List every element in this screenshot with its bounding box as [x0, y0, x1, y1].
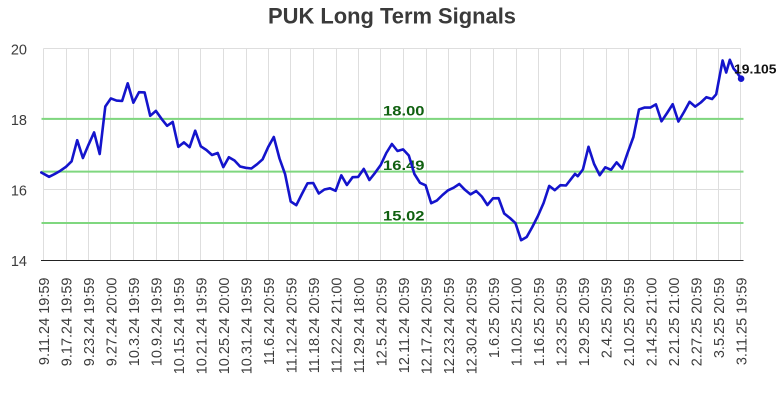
svg-text:10.21.24 19:59: 10.21.24 19:59 — [194, 278, 210, 375]
svg-text:2.4.25 20:59: 2.4.25 20:59 — [599, 278, 615, 359]
svg-text:9.17.24 19:59: 9.17.24 19:59 — [59, 278, 75, 367]
svg-text:12.30.24 20:59: 12.30.24 20:59 — [464, 278, 480, 375]
svg-text:9.27.24 20:00: 9.27.24 20:00 — [104, 278, 120, 367]
svg-text:2.27.25 20:59: 2.27.25 20:59 — [689, 278, 705, 367]
svg-text:10.25.24 20:00: 10.25.24 20:00 — [217, 278, 233, 375]
svg-text:12.23.24 20:59: 12.23.24 20:59 — [442, 278, 458, 375]
svg-text:15.02: 15.02 — [383, 208, 425, 223]
svg-text:18: 18 — [11, 113, 27, 129]
svg-text:10.9.24 19:59: 10.9.24 19:59 — [149, 278, 165, 367]
svg-text:1.23.25 20:59: 1.23.25 20:59 — [554, 278, 570, 367]
svg-text:14: 14 — [11, 254, 27, 270]
svg-text:2.21.25 21:00: 2.21.25 21:00 — [667, 278, 683, 367]
svg-text:10.15.24 19:59: 10.15.24 19:59 — [172, 278, 188, 375]
svg-text:11.29.24 18:00: 11.29.24 18:00 — [352, 278, 368, 374]
svg-text:20: 20 — [11, 43, 27, 59]
svg-text:16: 16 — [11, 184, 27, 200]
svg-text:10.31.24 19:59: 10.31.24 19:59 — [239, 278, 255, 375]
svg-text:9.11.24 19:59: 9.11.24 19:59 — [37, 278, 53, 366]
svg-text:2.10.25 20:59: 2.10.25 20:59 — [622, 278, 638, 367]
svg-text:1.6.25 20:59: 1.6.25 20:59 — [487, 278, 503, 359]
svg-text:PUK Long Term Signals: PUK Long Term Signals — [268, 4, 516, 29]
svg-text:12.17.24 20:59: 12.17.24 20:59 — [419, 278, 435, 375]
svg-text:19.105: 19.105 — [734, 63, 777, 77]
svg-text:10.3.24 19:59: 10.3.24 19:59 — [127, 278, 143, 367]
svg-text:11.6.24 20:59: 11.6.24 20:59 — [262, 278, 278, 366]
svg-text:18.00: 18.00 — [383, 104, 425, 119]
svg-text:1.10.25 21:00: 1.10.25 21:00 — [509, 278, 525, 367]
svg-text:11.22.24 21:00: 11.22.24 21:00 — [329, 278, 345, 374]
svg-text:12.11.24 20:59: 12.11.24 20:59 — [397, 278, 413, 374]
svg-text:9.23.24 19:59: 9.23.24 19:59 — [82, 278, 98, 367]
svg-text:3.11.25 19:59: 3.11.25 19:59 — [734, 278, 750, 366]
svg-text:1.16.25 20:59: 1.16.25 20:59 — [532, 278, 548, 367]
svg-text:11.18.24 20:59: 11.18.24 20:59 — [307, 278, 323, 374]
svg-text:3.5.25 20:59: 3.5.25 20:59 — [712, 278, 728, 359]
svg-text:1.29.25 20:59: 1.29.25 20:59 — [577, 278, 593, 367]
svg-text:2.14.25 21:00: 2.14.25 21:00 — [644, 278, 660, 367]
svg-text:12.5.24 20:59: 12.5.24 20:59 — [374, 278, 390, 367]
svg-text:16.49: 16.49 — [383, 158, 425, 173]
svg-text:11.12.24 20:59: 11.12.24 20:59 — [284, 278, 300, 374]
